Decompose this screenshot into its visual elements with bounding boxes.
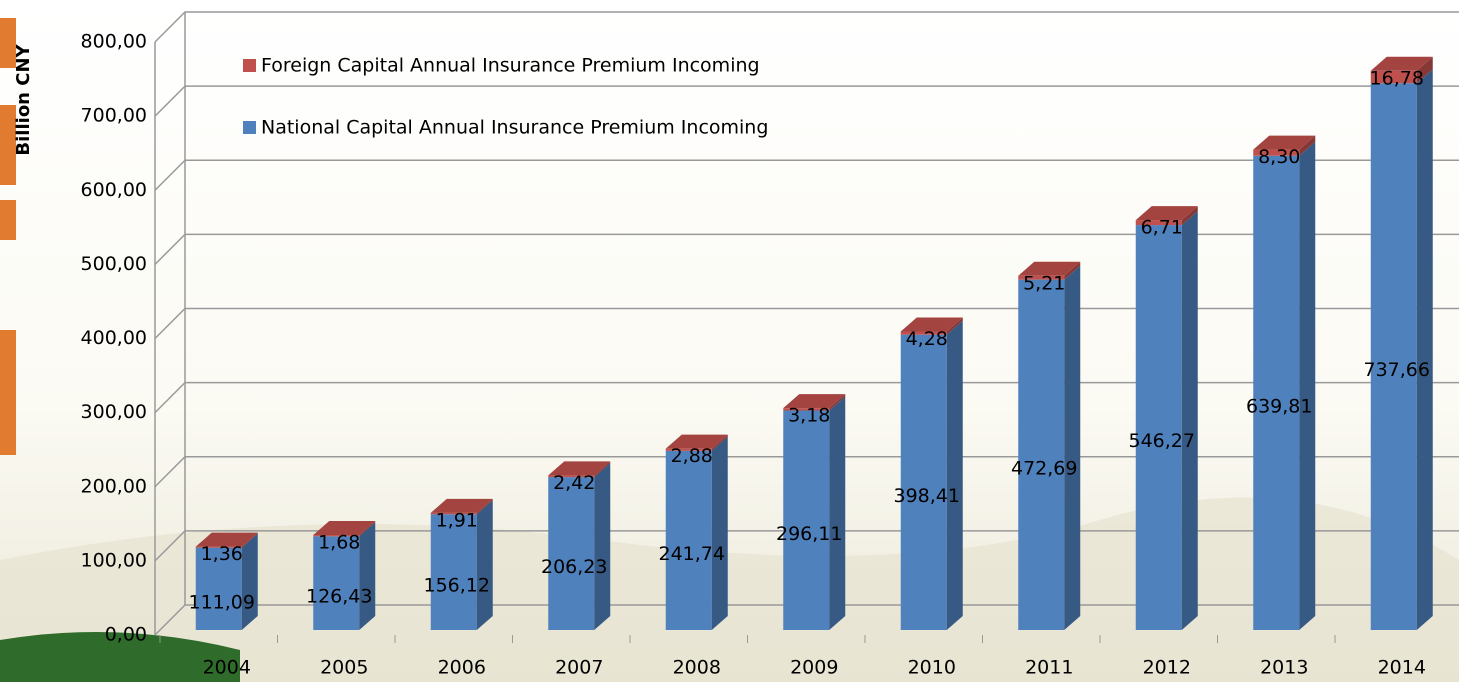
value-label: 1,36 (201, 543, 243, 565)
y-tick-label: 700,00 (81, 105, 147, 127)
x-tick-label: 2008 (673, 657, 721, 679)
bar (901, 335, 947, 630)
bar (783, 411, 829, 630)
legend-swatch (243, 59, 256, 72)
x-tick-label: 2011 (1025, 657, 1073, 679)
chart: Billion CNY 0,00 100,00 200,00 300,00 400,00… (0, 0, 1459, 682)
bar (1136, 225, 1182, 630)
bar-side (1182, 211, 1198, 630)
legend-swatch (243, 121, 256, 134)
x-tick-label: 2010 (908, 657, 956, 679)
bar-side (594, 463, 610, 630)
y-axis-label: Billion CNY (13, 43, 34, 155)
value-label: 126,43 (306, 586, 372, 608)
bar (548, 477, 594, 630)
y-tick-label: 500,00 (81, 253, 147, 275)
value-label: 111,09 (189, 591, 255, 613)
bar-side (477, 500, 493, 630)
value-label: 296,11 (776, 523, 842, 545)
y-tick-label: 100,00 (81, 549, 147, 571)
value-label: 2,88 (671, 445, 713, 467)
value-label: 1,91 (436, 509, 478, 531)
legend-label: Foreign Capital Annual Insurance Premium… (261, 55, 760, 77)
bar-side (829, 397, 845, 630)
x-tick-label: 2004 (203, 657, 251, 679)
value-label: 8,30 (1258, 146, 1300, 168)
bar (431, 514, 477, 630)
y-tick-label: 300,00 (81, 401, 147, 423)
x-tick-label: 2012 (1143, 657, 1191, 679)
y-tick-label: 0,00 (105, 624, 147, 646)
bar-side (712, 437, 728, 630)
value-label: 546,27 (1129, 430, 1195, 452)
bar (1018, 280, 1064, 630)
value-label: 241,74 (659, 543, 725, 565)
value-label: 3,18 (788, 405, 830, 427)
y-tick-label: 400,00 (81, 327, 147, 349)
decor (0, 200, 16, 240)
y-tick-label: 600,00 (81, 179, 147, 201)
x-tick-label: 2013 (1260, 657, 1308, 679)
bar-side (359, 522, 375, 630)
x-tick-label: 2009 (790, 657, 838, 679)
bar-side (1299, 142, 1315, 630)
x-tick-label: 2006 (438, 657, 486, 679)
bar-side (1064, 266, 1080, 630)
value-label: 737,66 (1364, 359, 1430, 381)
x-tick-label: 2007 (555, 657, 603, 679)
bar (666, 451, 712, 630)
decor (0, 330, 16, 455)
value-label: 398,41 (894, 485, 960, 507)
bar (1371, 83, 1417, 630)
y-tick-label: 200,00 (81, 475, 147, 497)
value-label: 1,68 (318, 532, 360, 554)
value-label: 206,23 (541, 556, 607, 578)
value-label: 16,78 (1370, 67, 1424, 89)
value-label: 156,12 (424, 575, 490, 597)
y-tick-label: 800,00 (81, 31, 147, 53)
x-tick-label: 2014 (1378, 657, 1426, 679)
value-label: 639,81 (1246, 395, 1312, 417)
bar (1253, 156, 1299, 630)
legend-label: National Capital Annual Insurance Premiu… (261, 117, 768, 139)
x-tick-label: 2005 (320, 657, 368, 679)
bar-side (242, 534, 258, 630)
value-label: 4,28 (906, 328, 948, 350)
bar-side (1417, 69, 1433, 630)
value-label: 472,69 (1011, 457, 1077, 479)
value-label: 5,21 (1023, 272, 1065, 294)
value-label: 2,42 (553, 472, 595, 494)
bar-side (947, 321, 963, 630)
value-label: 6,71 (1141, 217, 1183, 239)
